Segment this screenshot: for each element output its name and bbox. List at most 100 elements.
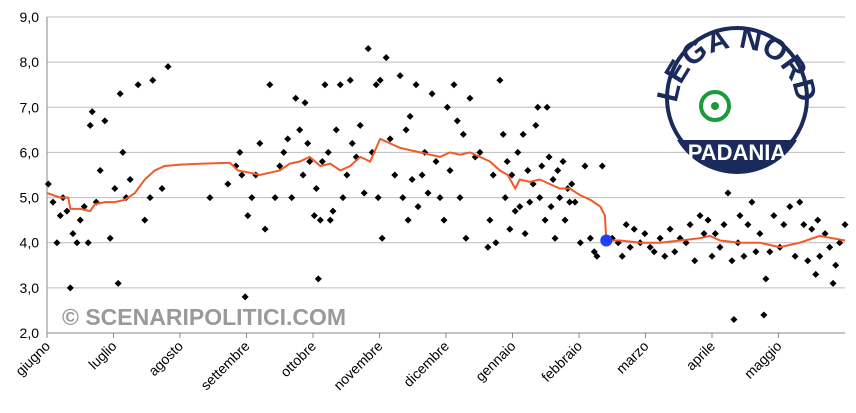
x-tick-label: agosto — [145, 338, 186, 379]
point — [382, 54, 390, 62]
point — [618, 252, 626, 260]
point — [206, 194, 214, 202]
point — [814, 216, 822, 224]
point — [406, 112, 414, 120]
point — [484, 243, 492, 251]
point — [299, 171, 307, 179]
point — [414, 203, 422, 211]
point — [149, 76, 157, 84]
point — [374, 194, 382, 202]
point — [312, 185, 320, 193]
x-tick-label: gennaio — [472, 338, 519, 385]
point — [661, 252, 669, 260]
point — [73, 239, 81, 247]
point — [424, 189, 432, 197]
point — [321, 81, 329, 89]
point — [650, 248, 658, 256]
point — [466, 94, 474, 102]
point — [501, 194, 509, 202]
point — [146, 194, 154, 202]
point — [770, 212, 778, 220]
point — [724, 189, 732, 197]
point — [780, 221, 788, 229]
point — [224, 180, 232, 188]
point — [84, 239, 92, 247]
point — [324, 148, 332, 156]
point — [559, 157, 567, 165]
point — [519, 130, 527, 138]
x-tick-label: marzo — [613, 338, 652, 377]
point — [314, 275, 322, 283]
point — [489, 171, 497, 179]
point — [111, 185, 119, 193]
point — [571, 198, 579, 206]
point — [829, 279, 837, 287]
point — [536, 194, 544, 202]
point — [534, 103, 542, 111]
point — [566, 198, 574, 206]
point — [826, 243, 834, 251]
y-tick-label: 9,0 — [20, 9, 40, 25]
point — [516, 203, 524, 211]
logo-sun-center — [711, 102, 719, 110]
x-tick-label: febbraio — [538, 338, 585, 385]
point — [551, 234, 559, 242]
point — [280, 148, 288, 156]
point — [326, 216, 334, 224]
point — [700, 230, 708, 238]
point — [841, 221, 849, 229]
point — [339, 194, 347, 202]
point — [53, 239, 61, 247]
point — [730, 315, 738, 323]
point — [736, 212, 744, 220]
point — [590, 248, 598, 256]
point — [310, 212, 318, 220]
point — [432, 157, 440, 165]
point — [44, 180, 52, 188]
point — [720, 221, 728, 229]
highlight-point — [600, 234, 613, 247]
point — [728, 257, 736, 265]
point — [343, 171, 351, 179]
point — [292, 94, 300, 102]
y-tick-label: 6,0 — [20, 144, 40, 160]
point — [66, 284, 74, 292]
point — [626, 243, 634, 251]
y-tick-label: 4,0 — [20, 235, 40, 251]
y-tick-label: 2,0 — [20, 325, 40, 341]
point — [671, 248, 679, 256]
point — [316, 216, 324, 224]
point — [372, 81, 380, 89]
point — [766, 248, 774, 256]
point — [762, 275, 770, 283]
point — [236, 148, 244, 156]
point — [752, 248, 760, 256]
x-tick-label: giugno — [12, 338, 53, 379]
x-tick-label: dicembre — [400, 338, 452, 390]
point — [141, 216, 149, 224]
point — [821, 230, 829, 238]
point — [378, 234, 386, 242]
point — [836, 239, 844, 247]
point — [336, 81, 344, 89]
logo-band — [677, 140, 797, 174]
point — [532, 121, 540, 129]
point — [288, 194, 296, 202]
point — [443, 103, 451, 111]
point — [391, 171, 399, 179]
point — [376, 76, 384, 84]
point — [476, 148, 484, 156]
point — [791, 252, 799, 260]
point — [524, 166, 532, 174]
point — [543, 103, 551, 111]
logo-sun — [699, 90, 731, 122]
point — [691, 257, 699, 265]
point — [266, 81, 274, 89]
point — [88, 108, 96, 116]
point — [348, 139, 356, 147]
point — [696, 212, 704, 220]
point — [514, 148, 522, 156]
point — [804, 257, 812, 265]
point — [800, 221, 808, 229]
